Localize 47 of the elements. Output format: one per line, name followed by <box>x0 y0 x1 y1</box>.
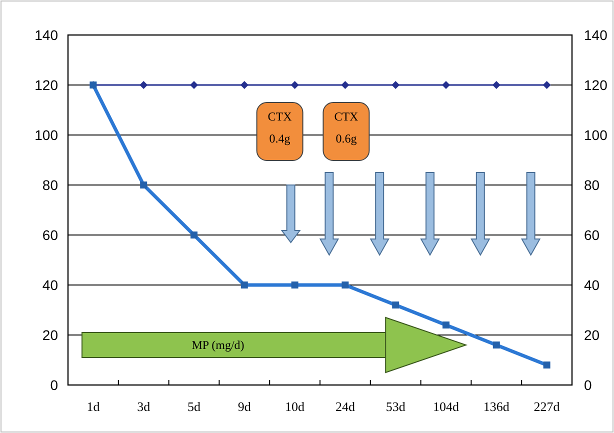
point <box>140 81 148 89</box>
x-tick-label: 136d <box>483 399 510 414</box>
point <box>341 81 350 89</box>
point <box>140 182 148 188</box>
x-tick-label: 3d <box>137 399 151 414</box>
y2-tick-label: 120 <box>584 77 608 93</box>
point <box>190 232 198 238</box>
y2-tick-label: 0 <box>584 377 592 393</box>
y-tick-label: 120 <box>34 77 58 93</box>
point <box>442 81 450 89</box>
x-tick-label: 5d <box>188 399 201 414</box>
x-tick-label: 104d <box>433 399 460 414</box>
annotation: CTX 0.6g <box>334 109 359 146</box>
annotation: CTX 0.4g <box>268 109 292 146</box>
y2-tick-label: 100 <box>584 127 608 143</box>
point <box>492 81 500 89</box>
x-tick-label: 53d <box>386 399 406 414</box>
y-tick-label: 0 <box>50 377 58 393</box>
y-tick-label: 40 <box>42 277 58 293</box>
y2-tick-label: 80 <box>584 177 600 193</box>
point <box>190 81 198 89</box>
point <box>392 81 400 89</box>
y2-tick-label: 140 <box>584 27 608 43</box>
x-tick-label: 9d <box>238 399 252 414</box>
y2-tick-label: 20 <box>584 327 600 343</box>
point <box>291 282 298 288</box>
x-tick-label: 10d <box>285 399 306 414</box>
point <box>543 362 550 368</box>
point <box>392 302 400 308</box>
point <box>290 81 299 89</box>
y2-tick-label: 60 <box>584 227 600 243</box>
y2-tick-label: 40 <box>584 277 600 293</box>
x-tick-label: 1d <box>86 399 100 414</box>
point <box>240 81 248 89</box>
y-tick-label: 20 <box>42 327 58 343</box>
y-tick-label: 80 <box>42 177 58 193</box>
annotation: MP (mg/d) <box>192 338 244 352</box>
point <box>492 342 500 348</box>
x-tick-label: 227d <box>534 399 560 414</box>
point <box>542 81 551 89</box>
point <box>240 282 248 288</box>
point <box>342 282 349 288</box>
point <box>442 322 450 328</box>
x-tick-label: 24d <box>335 399 356 414</box>
y-tick-label: 140 <box>34 27 58 43</box>
y-tick-label: 100 <box>34 127 58 143</box>
y-tick-label: 60 <box>42 227 58 243</box>
